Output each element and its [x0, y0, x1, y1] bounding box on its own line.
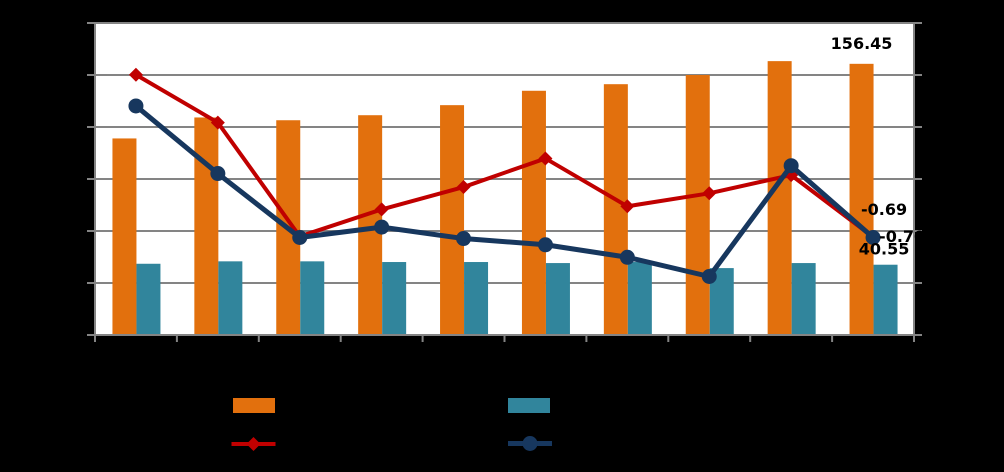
red-diamond-marker	[374, 202, 389, 217]
legend-diamond-marker	[246, 437, 261, 451]
teal-bar	[136, 263, 161, 335]
teal-bar	[382, 262, 407, 335]
navy-circle-marker	[783, 158, 799, 174]
legend-swatch-teal-bars	[508, 398, 550, 413]
orange-bar	[767, 61, 792, 336]
orange-bar	[685, 75, 710, 335]
red-diamond-marker	[702, 186, 717, 201]
navy-circle-marker	[865, 230, 881, 245]
red-diamond-marker	[456, 180, 471, 195]
red-line-path	[133, 72, 876, 239]
data-label: -0.70	[879, 227, 925, 246]
red-diamond-marker	[128, 67, 143, 82]
legend-swatch-orange-bars	[233, 398, 275, 413]
navy-circle-marker	[619, 249, 635, 265]
navy-circle-marker	[292, 230, 308, 245]
teal-bar	[627, 262, 652, 335]
teal-bar	[545, 263, 570, 335]
teal-bar	[791, 263, 816, 335]
navy-circle-marker	[456, 231, 472, 247]
data-label: -0.69	[861, 200, 907, 219]
teal-bar	[300, 261, 325, 335]
teal-bar	[464, 262, 489, 335]
navy-circle-marker	[701, 269, 717, 284]
data-label: 156.45	[831, 34, 893, 53]
orange-bar	[440, 105, 465, 335]
teal-bar	[873, 264, 898, 335]
data-label: 40.55	[859, 240, 910, 259]
navy-circle-marker	[128, 98, 144, 114]
orange-bar	[521, 90, 546, 335]
navy-circle-marker	[210, 166, 226, 182]
red-diamond-marker	[210, 115, 225, 130]
legend-circle-marker	[522, 436, 538, 451]
navy-circle-marker	[537, 237, 553, 253]
orange-bar	[112, 138, 137, 335]
navy-circle-marker	[374, 219, 390, 235]
orange-bar	[194, 117, 219, 335]
red-diamond-marker	[538, 151, 553, 166]
orange-bar	[849, 63, 874, 335]
teal-bar	[218, 261, 243, 335]
navy-line-path	[133, 103, 876, 279]
red-diamond-marker	[620, 199, 635, 214]
